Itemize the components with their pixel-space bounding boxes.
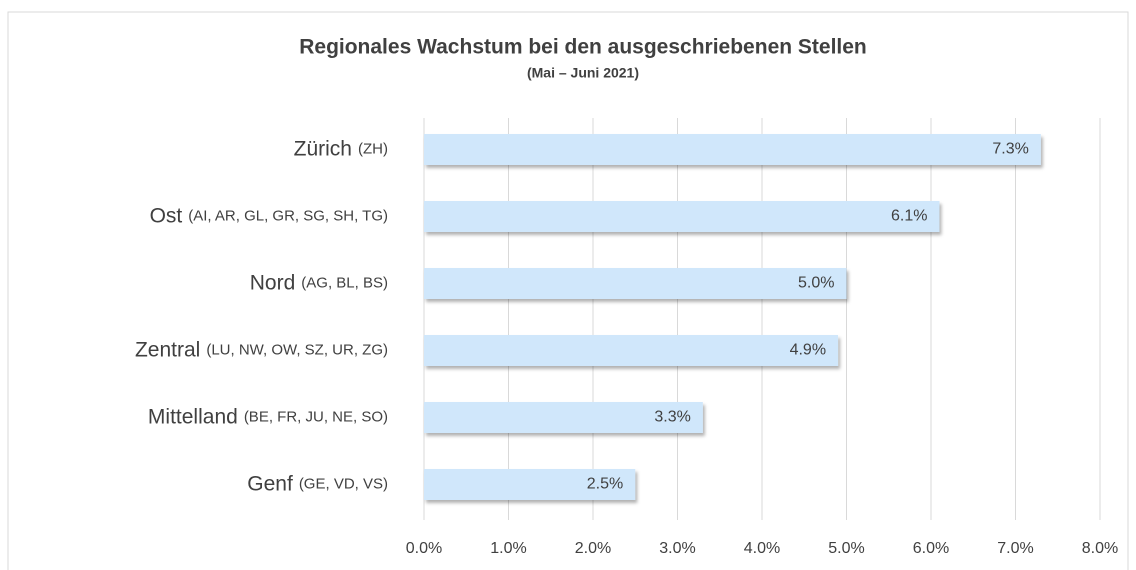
bar [424, 201, 940, 232]
bar [424, 469, 636, 500]
category-name: Genf [247, 472, 293, 495]
value-label: 4.9% [790, 342, 826, 359]
category-codes: (AI, AR, GL, GR, SG, SH, TG) [188, 207, 388, 224]
value-label: 6.1% [891, 208, 927, 225]
x-tick-label: 8.0% [1082, 540, 1118, 557]
bar [424, 402, 703, 433]
x-tick-label: 6.0% [913, 540, 949, 557]
chart-title: Regionales Wachstum bei den ausgeschrieb… [299, 36, 867, 59]
category-label: Zürich (ZH) [294, 137, 388, 160]
chart-subtitle: (Mai – Juni 2021) [527, 65, 639, 81]
category-label: Nord (AG, BL, BS) [250, 271, 388, 294]
value-label: 2.5% [587, 476, 623, 493]
x-tick-label: 3.0% [659, 540, 695, 557]
x-tick-label: 4.0% [744, 540, 780, 557]
category-codes: (AG, BL, BS) [301, 274, 388, 291]
bar [424, 335, 839, 366]
category-label: Zentral (LU, NW, OW, SZ, UR, ZG) [135, 338, 388, 361]
category-label: Mittelland (BE, FR, JU, NE, SO) [148, 405, 388, 428]
x-tick-label: 0.0% [406, 540, 442, 557]
category-name: Nord [250, 271, 296, 294]
category-name: Zentral [135, 338, 200, 361]
category-codes: (BE, FR, JU, NE, SO) [244, 408, 388, 425]
value-label: 3.3% [654, 409, 690, 426]
category-codes: (LU, NW, OW, SZ, UR, ZG) [206, 341, 388, 358]
category-label: Ost (AI, AR, GL, GR, SG, SH, TG) [150, 204, 388, 227]
category-label: Genf (GE, VD, VS) [247, 472, 388, 495]
value-label: 7.3% [992, 141, 1028, 158]
x-tick-label: 7.0% [997, 540, 1033, 557]
bar [424, 268, 847, 299]
category-codes: (ZH) [358, 140, 388, 157]
x-tick-label: 2.0% [575, 540, 611, 557]
category-name: Zürich [294, 137, 352, 160]
x-tick-label: 5.0% [828, 540, 864, 557]
category-codes: (GE, VD, VS) [299, 475, 388, 492]
bar [424, 134, 1041, 165]
category-name: Mittelland [148, 405, 238, 428]
category-name: Ost [150, 204, 183, 227]
value-label: 5.0% [798, 275, 834, 292]
x-tick-label: 1.0% [490, 540, 526, 557]
